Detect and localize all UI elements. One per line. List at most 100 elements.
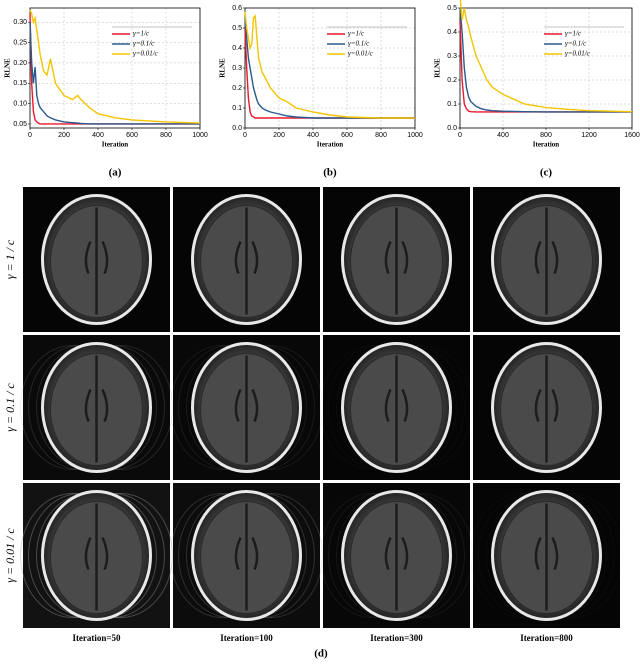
- panel-label: (a): [109, 167, 122, 179]
- mri-image: [320, 483, 473, 628]
- chart: 0.0 0.1 0.2 0.3 0.4 0.5 0.6 0 200 400 600 800 1000 γ=…: [219, 5, 423, 179]
- panel-label: (b): [323, 167, 337, 179]
- ventricles: [84, 355, 109, 463]
- y-tick-label: 0.05: [13, 121, 27, 128]
- y-tick-label: 0.3: [447, 53, 457, 60]
- mri-image: [323, 187, 470, 332]
- y-tick-label: 0.2: [232, 85, 242, 92]
- y-tick-label: 0.1: [232, 105, 242, 112]
- x-tick-label: 1000: [407, 132, 423, 139]
- y-tick-label: 0.25: [13, 39, 27, 46]
- chart: 0.00.10.20.30.40.50 400 800 1200 1600γ=1/cγ=…: [434, 0, 640, 179]
- ventricles: [384, 207, 409, 315]
- x-axis-label: Iteration: [317, 141, 344, 149]
- mri-image: [320, 335, 473, 480]
- legend-label: γ=1/c: [348, 30, 365, 38]
- series-line: [29, 22, 200, 125]
- y-tick-label: 0.4: [447, 29, 457, 36]
- y-tick-label: 0.5: [447, 5, 457, 12]
- x-tick-label: 800: [375, 132, 387, 139]
- x-axis-label: Iteration: [533, 141, 560, 149]
- row-label: γ = 1 / c: [3, 239, 17, 279]
- y-tick-label: 0.4: [232, 45, 242, 52]
- x-tick-label: 0: [28, 132, 32, 139]
- y-axis-label: RLNE: [434, 58, 442, 78]
- mri-image: [473, 335, 620, 480]
- mri-image: [170, 483, 323, 628]
- legend-label: γ=0.01/c: [348, 50, 374, 58]
- ventricles: [234, 355, 259, 463]
- legend-label: γ=1/c: [565, 30, 582, 38]
- x-tick-label: 1000: [192, 132, 208, 139]
- x-tick-label: 400: [307, 132, 319, 139]
- ventricles: [234, 207, 259, 315]
- series-line: [244, 27, 415, 119]
- panel-label: (c): [540, 167, 553, 179]
- ventricles: [84, 207, 109, 315]
- column-label: Iteration=300: [370, 633, 423, 643]
- legend-label: γ=1/c: [133, 30, 150, 38]
- legend-label: γ=0.1/c: [348, 40, 370, 48]
- legend-label: γ=0.01/c: [565, 50, 591, 58]
- x-tick-label: 0: [243, 132, 247, 139]
- series-line: [244, 11, 415, 119]
- ventricles: [534, 503, 559, 611]
- y-tick-label: 0.0: [232, 125, 242, 132]
- ventricles: [384, 503, 409, 611]
- legend-label: γ=0.1/c: [133, 40, 155, 48]
- y-tick-label: 0.0: [447, 125, 457, 132]
- ventricles: [234, 503, 259, 611]
- legend: γ=1/c γ=0.1/c γ=0.01/c: [544, 26, 624, 58]
- ventricles: [534, 207, 559, 315]
- x-tick-label: 1600: [624, 132, 640, 139]
- y-tick-label: 0.10: [13, 100, 27, 107]
- legend: γ=1/c γ=0.1/c γ=0.01/c: [327, 26, 407, 58]
- x-tick-label: 800: [540, 132, 552, 139]
- y-tick-label: 0.2: [447, 77, 457, 84]
- legend-label: γ=0.1/c: [565, 40, 587, 48]
- x-tick-label: 400: [92, 132, 104, 139]
- series-line: [29, 14, 200, 125]
- ventricles: [84, 503, 109, 611]
- mri-image: [170, 335, 323, 480]
- y-tick-label: 0.30: [13, 19, 27, 26]
- legend-label: γ=0.01/c: [133, 50, 159, 58]
- y-tick-label: 0.15: [13, 80, 27, 87]
- mri-image: [473, 187, 620, 332]
- x-tick-label: 0: [458, 132, 462, 139]
- y-tick-label: 0.20: [13, 60, 27, 67]
- mri-image: [23, 187, 170, 332]
- series-line: [459, 0, 633, 113]
- mri-image: [20, 335, 173, 480]
- series-line: [244, 17, 415, 119]
- column-label: Iteration=50: [72, 633, 121, 643]
- legend: γ=1/c γ=0.1/c γ=0.01/c: [112, 26, 192, 58]
- y-tick-label: 0.3: [232, 65, 242, 72]
- y-axis-label: RLNE: [4, 58, 12, 78]
- mri-image: [473, 483, 620, 628]
- plot-frame: [459, 7, 633, 129]
- series-line: [459, 7, 632, 113]
- y-tick-label: 0.6: [232, 5, 242, 12]
- row-label: γ = 0.01 / c: [3, 528, 17, 583]
- plot-frame: [29, 7, 201, 129]
- mri-image: [173, 187, 320, 332]
- column-label: Iteration=800: [520, 633, 573, 643]
- x-tick-label: 400: [497, 132, 509, 139]
- y-axis-label: RLNE: [219, 58, 227, 78]
- ventricles: [384, 355, 409, 463]
- x-tick-label: 600: [126, 132, 138, 139]
- x-tick-label: 200: [273, 132, 285, 139]
- chart: 0.05 0.10 0.15 0.20 0.25 0.30 0 200 400 600 800 100…: [4, 7, 208, 179]
- panel-label: (d): [314, 648, 328, 660]
- x-tick-label: 600: [341, 132, 353, 139]
- x-tick-label: 1200: [581, 132, 597, 139]
- y-tick-label: 0.5: [232, 25, 242, 32]
- column-label: Iteration=100: [220, 633, 273, 643]
- x-tick-label: 200: [58, 132, 70, 139]
- y-tick-label: 0.1: [447, 101, 457, 108]
- x-tick-label: 800: [160, 132, 172, 139]
- series-line: [29, 9, 201, 124]
- plot-frame: [244, 7, 416, 129]
